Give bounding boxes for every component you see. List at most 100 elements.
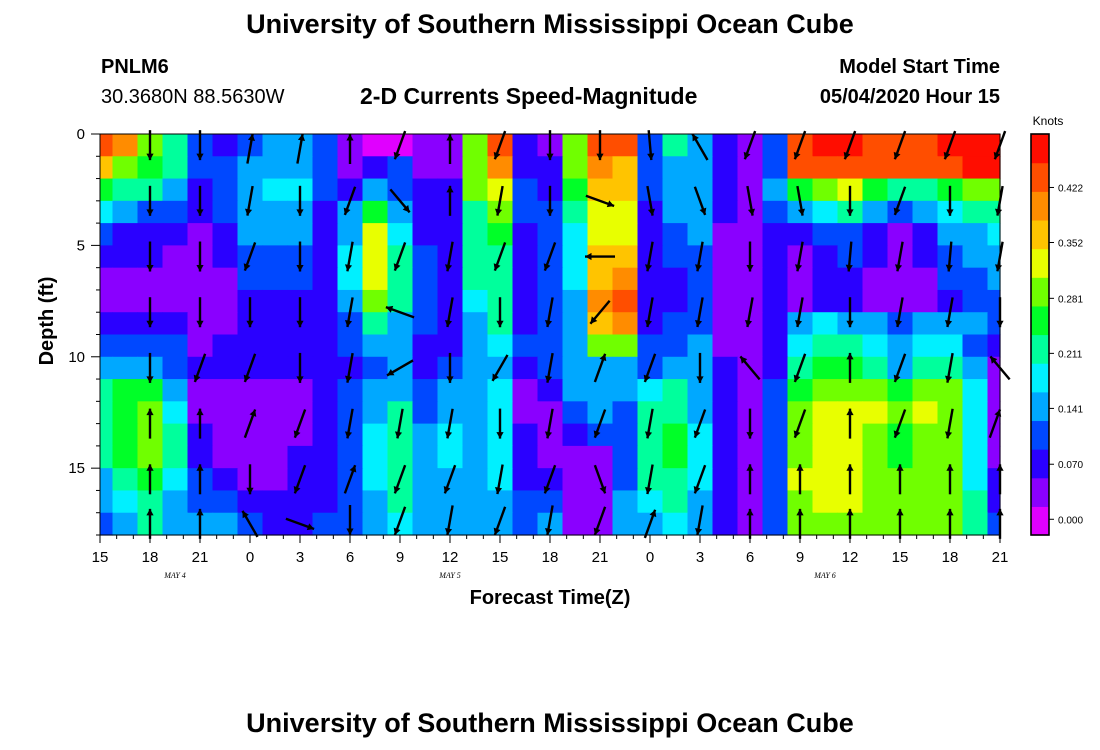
vector-head — [746, 508, 754, 516]
heatmap-cell — [737, 445, 764, 469]
heatmap-cell — [337, 334, 364, 358]
heatmap-cell — [612, 200, 639, 224]
current-vector — [146, 464, 154, 495]
heatmap-cell — [612, 334, 639, 358]
current-vector — [196, 408, 204, 439]
heatmap-cell — [312, 312, 339, 336]
heatmap-cell — [212, 401, 239, 425]
heatmap-cell — [212, 134, 239, 157]
current-vector — [694, 241, 704, 272]
heatmap-cell — [737, 312, 764, 336]
vector-head — [793, 430, 801, 438]
colorbar-tick-label: 0.281 — [1058, 294, 1083, 305]
vector-head — [599, 353, 607, 362]
heatmap-cell — [862, 445, 889, 469]
model-start-value: 05/04/2020 Hour 15 — [819, 86, 1000, 108]
current-vector — [746, 408, 754, 439]
chart-title: 2-D Currents Speed-Magnitude — [360, 83, 698, 109]
heatmap-cell — [937, 334, 964, 358]
heatmap-cell — [162, 512, 189, 536]
current-vector — [146, 352, 154, 383]
heatmap-cell — [687, 423, 714, 447]
heatmap-cell — [887, 379, 914, 402]
heatmap-cell — [687, 289, 714, 313]
heatmap-cell — [537, 312, 564, 336]
current-vector — [386, 359, 414, 377]
heatmap-cell — [862, 334, 889, 358]
vector-head — [393, 486, 401, 494]
heatmap-cell — [687, 401, 714, 425]
heatmap-cell — [962, 223, 989, 246]
heatmap-cell — [762, 178, 789, 202]
vector-head — [746, 432, 754, 439]
colorbar-frame — [1030, 133, 1050, 536]
heatmap-cell — [137, 490, 164, 514]
vector-head — [393, 527, 401, 535]
heatmap-cell — [687, 200, 714, 224]
heatmap-cell — [287, 445, 314, 469]
heatmap-cell — [212, 490, 239, 514]
vector-head — [146, 408, 154, 416]
heatmap-cell — [862, 200, 889, 224]
heatmap-cell — [987, 445, 1001, 469]
vector-head — [306, 523, 315, 531]
heatmap-cell — [737, 490, 764, 514]
heatmap-cell — [662, 334, 689, 358]
vector-head — [994, 409, 1002, 417]
heatmap-cell — [762, 401, 789, 425]
heatmap-cell — [162, 401, 189, 425]
vector-head — [444, 319, 453, 327]
heatmap-cell — [387, 512, 414, 536]
x-tick-label: 6 — [346, 549, 354, 566]
heatmap-cell — [487, 512, 514, 536]
heatmap-cell — [712, 312, 739, 336]
heatmap-cell — [112, 490, 139, 514]
heatmap-cell — [912, 356, 939, 380]
heatmap-cell — [362, 356, 389, 380]
heatmap-cell — [187, 156, 214, 180]
heatmap-cell — [562, 334, 589, 358]
vector-head — [196, 265, 204, 272]
current-vector — [647, 130, 655, 161]
heatmap-cell — [762, 289, 789, 313]
heatmap-cell — [812, 245, 839, 269]
heatmap-cell — [912, 468, 939, 492]
heatmap-cell — [712, 356, 739, 380]
colorbar-segment — [1031, 191, 1049, 221]
heatmap-cell — [887, 156, 914, 180]
heatmap-cell — [712, 445, 739, 469]
heatmap-cell — [887, 289, 914, 313]
vector-head — [746, 265, 754, 272]
heatmap-cell — [687, 267, 714, 291]
heatmap-cell — [362, 334, 389, 358]
heatmap-cell — [412, 200, 439, 224]
heatmap-cell — [337, 312, 364, 336]
current-vector — [746, 508, 754, 539]
heatmap-cell — [812, 468, 839, 492]
vector-head — [196, 408, 204, 416]
current-vector — [246, 464, 254, 495]
vector-head — [845, 264, 853, 272]
heatmap-cell — [262, 512, 289, 536]
heatmap-cell — [512, 200, 539, 224]
heatmap-cell — [512, 423, 539, 447]
heatmap-cell — [212, 423, 239, 447]
heatmap-cell — [587, 223, 614, 246]
model-start-label: Model Start Time — [839, 56, 1000, 78]
heatmap-cell — [812, 512, 839, 536]
heatmap-cell — [662, 200, 689, 224]
vector-head — [893, 207, 901, 215]
heatmap-cell — [712, 379, 739, 402]
current-vector — [146, 185, 154, 216]
heatmap-cell — [262, 289, 289, 313]
colorbar-segment — [1031, 219, 1049, 250]
heatmap-cell — [487, 334, 514, 358]
vector-head — [544, 431, 553, 439]
heatmap-cell — [100, 245, 114, 269]
heatmap-cell — [562, 445, 589, 469]
heatmap-cell — [762, 468, 789, 492]
heatmap-cell — [787, 156, 814, 180]
current-vector — [544, 297, 554, 328]
vector-head — [893, 430, 901, 438]
heatmap-cell — [112, 401, 139, 425]
